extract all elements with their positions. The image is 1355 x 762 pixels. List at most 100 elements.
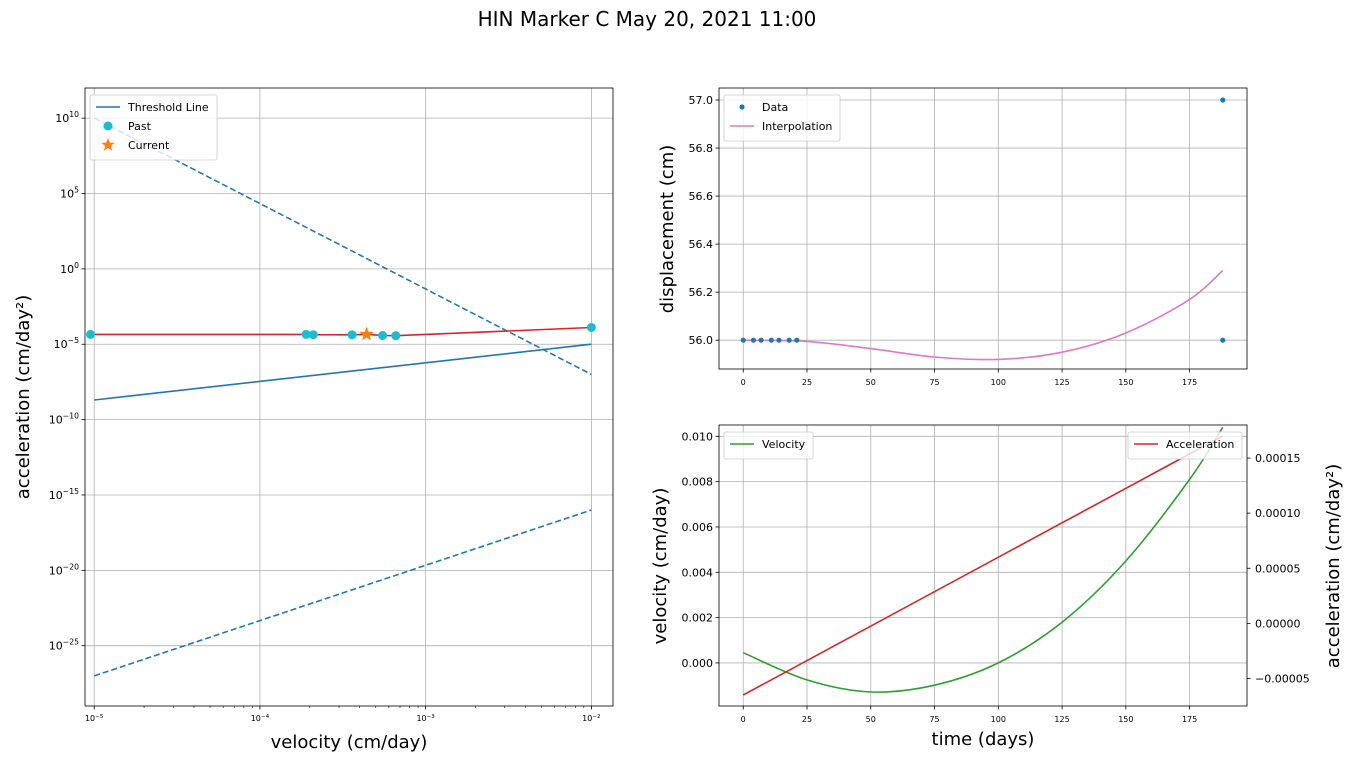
tick-base: 10 (49, 489, 63, 502)
tick-base: 10 (55, 112, 69, 125)
y-tick-label: 56.6 (689, 190, 714, 203)
x-tick-label: 25 (802, 378, 812, 387)
legend-marker-swatch (103, 121, 113, 131)
tick-exponent: −10 (63, 412, 79, 421)
tick-base: 10 (582, 714, 592, 723)
tick-base: 10 (49, 564, 63, 577)
y-tick-label: 0.010 (682, 430, 714, 443)
y-tick-label: 105 (60, 186, 79, 201)
lower-dashed-line (93, 509, 592, 677)
data-point (768, 337, 774, 343)
y2-tick-label: 0.00015 (1255, 452, 1301, 465)
x-tick-label: 125 (1054, 715, 1069, 724)
tick-exponent: 0 (74, 261, 79, 270)
tick-exponent: −25 (63, 638, 79, 647)
past-point (347, 330, 357, 340)
y-tick-label: 10−10 (49, 412, 79, 427)
y2-tick-label: −0.00005 (1255, 672, 1310, 685)
tick-base: 10 (60, 188, 74, 201)
y-tick-label: 0.008 (682, 476, 714, 489)
tick-base: 10 (85, 714, 95, 723)
legend-entry: Acceleration (1134, 438, 1234, 451)
current-point (359, 326, 374, 341)
x-tick-label: 100 (991, 378, 1006, 387)
x-tick-label: 0 (741, 715, 746, 724)
legend-label: Past (128, 120, 152, 133)
legend-label: Threshold Line (127, 101, 209, 114)
acceleration-line (742, 435, 1224, 696)
y-tick-label: 10−20 (49, 562, 79, 577)
y-tick-label: 100 (60, 261, 79, 276)
past-point (586, 322, 596, 332)
tick-exponent: −2 (592, 714, 600, 720)
interpolation-line (743, 269, 1224, 361)
data-point (776, 337, 782, 343)
y-tick-label: 10−25 (49, 638, 79, 653)
legend-entry: Data (739, 101, 788, 114)
y-tick-label: 0.004 (682, 566, 714, 579)
legend-label: Current (128, 139, 170, 152)
tick-exponent: 10 (69, 110, 79, 119)
past-point (391, 331, 401, 341)
y2-tick-label: 0.00000 (1255, 617, 1301, 630)
tick-exponent: −20 (63, 562, 79, 571)
legend-frame (723, 94, 841, 142)
velocity-line (742, 426, 1224, 693)
legend-label: Acceleration (1166, 438, 1234, 451)
x-tick-label: 175 (1182, 715, 1197, 724)
x-tick-label: 175 (1182, 378, 1197, 387)
x-tick-label: 75 (929, 715, 939, 724)
y-tick-label: 10−5 (54, 336, 79, 351)
y-tick-label: 0.002 (682, 612, 714, 625)
data-point (786, 337, 792, 343)
tick-base: 10 (251, 714, 261, 723)
legend-label: Data (762, 101, 788, 114)
y-tick-label: 56.8 (689, 142, 714, 155)
data-point (794, 337, 800, 343)
past-point (301, 329, 311, 339)
data-point (740, 337, 746, 343)
tick-base: 10 (60, 263, 74, 276)
legend-frame (89, 94, 218, 161)
data-point (1220, 337, 1226, 343)
legend-marker-swatch (739, 104, 745, 110)
y-axis-label: acceleration (cm/day²) (13, 295, 34, 499)
y-tick-label: 56.2 (689, 286, 714, 299)
upper-dashed-line (93, 117, 592, 376)
y2-tick-label: 0.00010 (1255, 507, 1301, 520)
tick-base: 10 (416, 714, 426, 723)
legend-entry: Current (101, 138, 170, 152)
y-tick-label: 56.4 (689, 238, 714, 251)
y-tick-label: 10−15 (49, 487, 79, 502)
y-tick-label: 0.000 (682, 657, 714, 670)
x-tick-label: 75 (929, 378, 939, 387)
legend-entry: Past (103, 120, 152, 133)
legend-label: Interpolation (762, 120, 832, 133)
y2-axis-label: acceleration (cm/day²) (1323, 464, 1344, 668)
x-tick-label: 50 (866, 378, 876, 387)
threshold-line (94, 343, 592, 401)
tick-exponent: 5 (74, 186, 79, 195)
past-point (378, 331, 388, 341)
x-tick-label: 10−3 (416, 714, 435, 723)
y-axis-label: displacement (cm) (657, 145, 678, 314)
acceleration-velocity-chart: 10−5 10−4 10−3 10−2101010510010−510−1010−15… (13, 87, 614, 753)
tick-exponent: −3 (427, 714, 436, 720)
tick-base: 10 (49, 640, 63, 653)
tick-base: 10 (54, 338, 68, 351)
x-tick-label: 25 (802, 715, 812, 724)
legend-entry: Interpolation (730, 120, 832, 133)
y-tick-label: 1010 (55, 110, 79, 125)
x-tick-label: 0 (741, 378, 746, 387)
displacement-time-chart: 0 25 50 75 100 125 150 175 56.0 56.2 56.4 56.6 56.8 5… (657, 87, 1248, 387)
past-point (86, 329, 96, 339)
legend-frame (723, 431, 814, 460)
tick-exponent: −4 (261, 714, 270, 720)
tick-exponent: −5 (68, 336, 79, 345)
y2-tick-label: 0.00005 (1255, 562, 1301, 575)
tick-exponent: −5 (95, 714, 104, 720)
data-point (758, 337, 764, 343)
x-tick-label: 125 (1054, 378, 1069, 387)
x-tick-label: 10−5 (85, 714, 104, 723)
x-tick-label: 50 (866, 715, 876, 724)
